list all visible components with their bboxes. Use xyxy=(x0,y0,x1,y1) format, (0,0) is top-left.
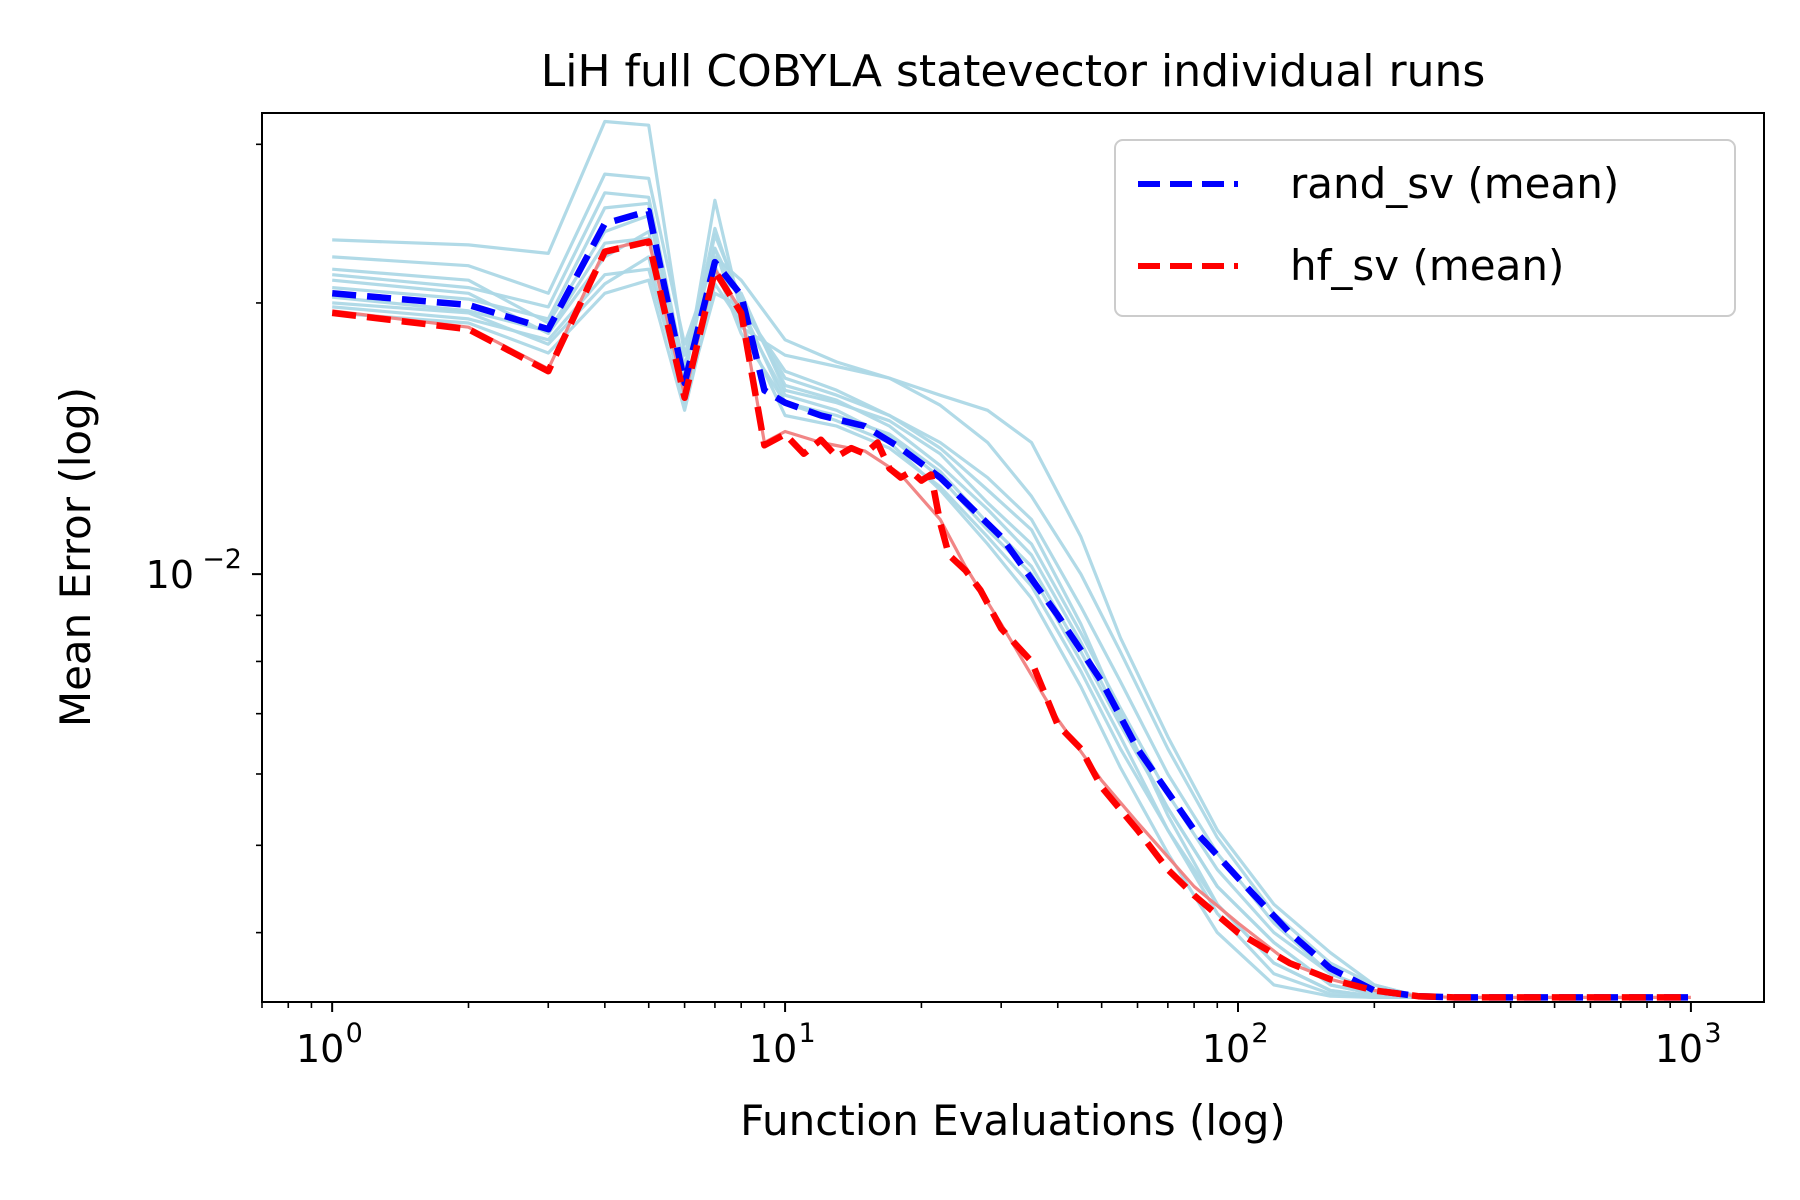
x-tick-exponent: 0 xyxy=(346,1018,363,1049)
y-tick-exponent: −2 xyxy=(202,544,242,575)
chart-title: LiH full COBYLA statevector individual r… xyxy=(541,46,1486,97)
series-line-run-0 xyxy=(332,119,1419,998)
plot-frame xyxy=(261,112,1765,1003)
legend-label-rand-sv: rand_sv (mean) xyxy=(1290,159,1619,208)
legend-box xyxy=(1114,139,1736,317)
series-line-run-8 xyxy=(332,264,1419,1000)
x-tick-exponent: 1 xyxy=(798,1018,815,1049)
x-tick-exponent: 2 xyxy=(1251,1018,1268,1049)
series-line-run-1 xyxy=(332,172,1419,998)
legend: rand_sv (mean) hf_sv (mean) xyxy=(1114,139,1736,317)
x-tick-label: 10 xyxy=(296,1027,344,1071)
series-line-run-3 xyxy=(332,201,1419,998)
series-line-run-9 xyxy=(332,233,1419,999)
x-tick-exponent: 3 xyxy=(1704,1018,1721,1049)
x-tick-label: 10 xyxy=(1202,1027,1250,1071)
legend-label-hf-sv: hf_sv (mean) xyxy=(1290,241,1564,290)
series-line-hf-sv xyxy=(331,238,1691,1001)
x-tick-label: 10 xyxy=(1655,1027,1703,1071)
x-tick-label: 10 xyxy=(749,1027,797,1071)
y-axis-label: Mean Error (log) xyxy=(51,387,100,727)
x-axis-label: Function Evaluations (log) xyxy=(740,1096,1286,1145)
series-line-run-2 xyxy=(332,191,1419,998)
ticks-layer: 10 0 10 1 10 2 10 310 −2 xyxy=(146,143,1722,1071)
y-tick-label: 10 xyxy=(146,553,194,597)
series-line-run-6 xyxy=(332,214,1419,999)
series-layer xyxy=(331,119,1691,1001)
